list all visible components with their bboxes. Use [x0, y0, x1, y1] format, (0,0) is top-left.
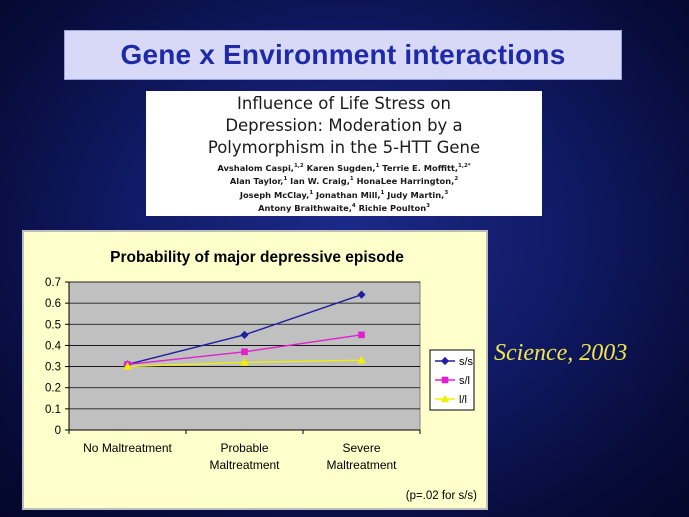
legend-label: s/s [459, 356, 474, 368]
paper-author-line: Joseph McClay,1 Jonathan Mill,1 Judy Mar… [239, 189, 449, 200]
citation: Science, 2003 [494, 340, 628, 366]
y-tick-label: 0 [55, 425, 61, 437]
chart-annotation: (p=.02 for s/s) [406, 490, 477, 502]
y-tick-label: 0.3 [45, 362, 61, 374]
legend-marker [440, 394, 450, 403]
paper-title: Influence of Life Stress on Depression: … [146, 93, 542, 159]
data-point [358, 331, 365, 339]
data-point [357, 355, 366, 364]
legend-label: s/l [459, 375, 470, 387]
y-tick-label: 0.6 [45, 298, 61, 310]
y-tick-label: 0.4 [45, 340, 62, 352]
x-tick-label: No Maltreatment [83, 441, 172, 455]
legend-marker [440, 356, 450, 366]
plot-area [68, 281, 421, 431]
legend-label: l/l [459, 394, 467, 406]
paper-authors: Avshalom Caspi,1,2 Karen Sugden,1 Terrie… [146, 161, 542, 214]
y-tick-label: 0.1 [45, 404, 61, 416]
data-point [240, 330, 249, 339]
data-point [123, 362, 132, 370]
y-tick-label: 0.7 [45, 277, 61, 289]
paper-title-line: Polymorphism in the 5-HTT Gene [207, 138, 481, 157]
y-tick-label: 0.2 [45, 383, 61, 395]
data-point [241, 348, 248, 356]
y-tick-label: 0.5 [45, 319, 61, 331]
x-tick-label: Maltreatment [326, 458, 397, 472]
paper-author-line: Avshalom Caspi,1,2 Karen Sugden,1 Terrie… [217, 162, 471, 173]
legend-marker [441, 376, 449, 384]
chart-panel: Probability of major depressive episode 0… [22, 230, 488, 510]
x-tick-label: Severe [342, 441, 380, 455]
data-point [357, 290, 366, 299]
paper-title-line: Influence of Life Stress on [237, 94, 451, 113]
paper-author-line: Antony Braithwaite,4 Richie Poulton3 [258, 202, 430, 213]
paper-title-line: Depression: Moderation by a [225, 116, 463, 135]
chart-title: Probability of major depressive episode [110, 249, 404, 266]
line-chart: Probability of major depressive episode 0… [45, 249, 477, 502]
slide-title: Gene x Environment interactions [64, 30, 622, 80]
x-tick-label: Maltreatment [209, 458, 280, 472]
data-point [240, 357, 249, 366]
x-tick-label: Probable [220, 441, 268, 455]
paper-header: Influence of Life Stress on Depression: … [146, 91, 542, 216]
paper-author-line: Alan Taylor,1 Ian W. Craig,1 HonaLee Har… [229, 176, 459, 187]
